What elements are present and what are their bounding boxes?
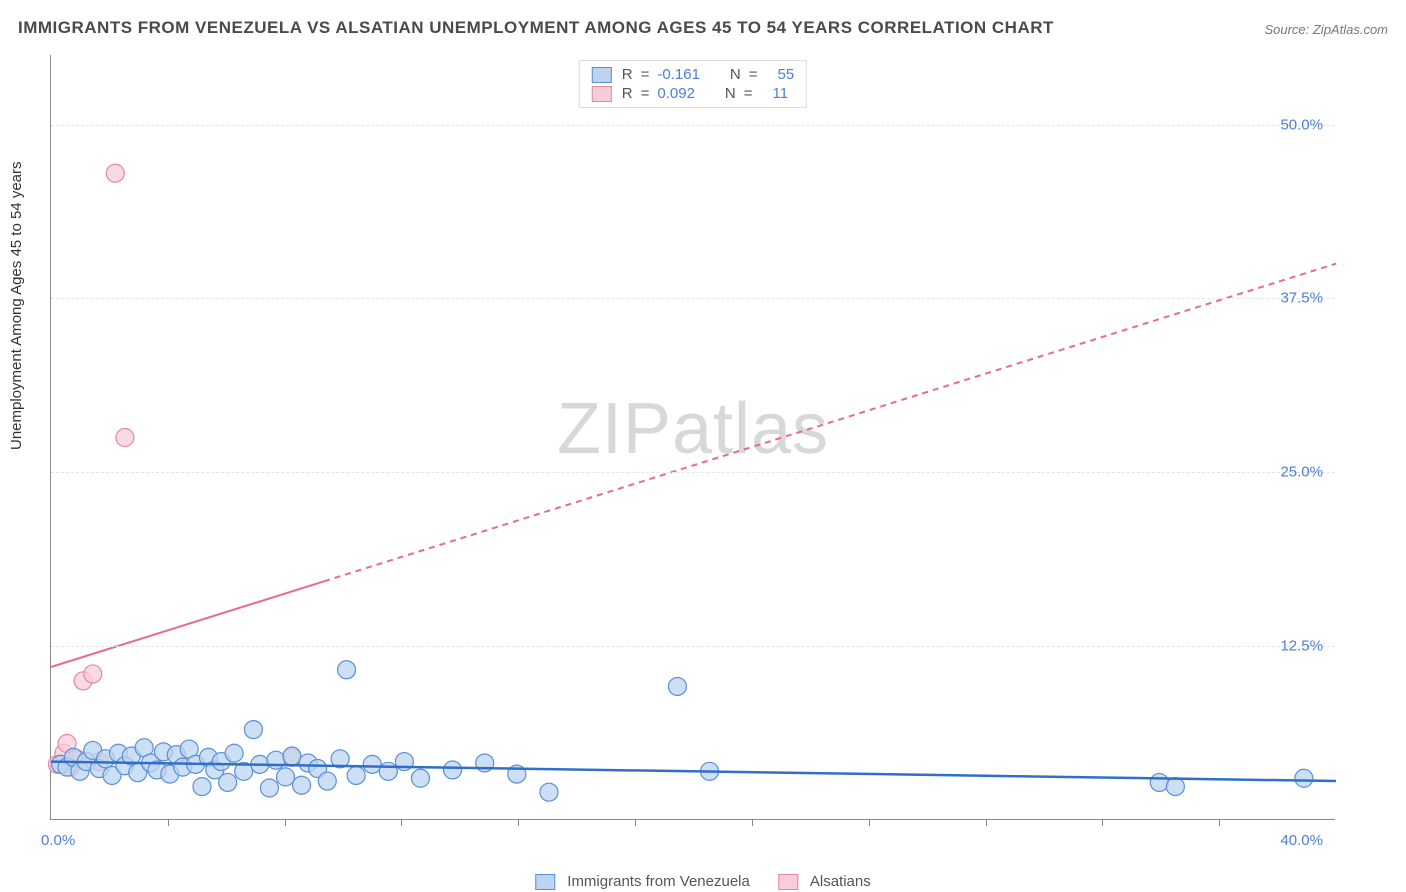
data-point: [540, 783, 558, 801]
y-tick-label: 50.0%: [1280, 116, 1323, 133]
legend-r-label: R: [622, 66, 633, 83]
data-point: [277, 768, 295, 786]
trend-line: [324, 264, 1336, 582]
x-tick: [635, 819, 636, 826]
legend-n-value: 11: [773, 85, 789, 102]
data-point: [347, 766, 365, 784]
x-axis-min-label: 0.0%: [41, 832, 75, 849]
data-point: [1150, 773, 1168, 791]
legend-n-value: 55: [778, 66, 795, 83]
x-tick: [1102, 819, 1103, 826]
data-point: [363, 755, 381, 773]
grid-line: [51, 472, 1335, 473]
data-point: [106, 164, 124, 182]
x-tick: [285, 819, 286, 826]
series-legend: Immigrants from Venezuela Alsatians: [535, 873, 870, 890]
legend-item: Immigrants from Venezuela: [535, 873, 750, 890]
correlation-legend: R=-0.161N=55R=0.092N=11: [579, 60, 807, 108]
legend-item: Alsatians: [778, 873, 871, 890]
trend-line: [51, 581, 324, 667]
data-point: [193, 778, 211, 796]
legend-eq: =: [641, 66, 650, 83]
x-tick: [869, 819, 870, 826]
data-point: [1166, 778, 1184, 796]
legend-eq: =: [749, 66, 758, 83]
data-point: [338, 661, 356, 679]
y-axis-label: Unemployment Among Ages 45 to 54 years: [8, 161, 25, 450]
x-tick: [401, 819, 402, 826]
x-tick: [518, 819, 519, 826]
data-point: [318, 772, 336, 790]
legend-label: Alsatians: [810, 873, 871, 890]
data-point: [116, 429, 134, 447]
data-point: [1295, 769, 1313, 787]
grid-line: [51, 298, 1335, 299]
x-tick: [168, 819, 169, 826]
legend-r-label: R: [622, 85, 633, 102]
data-point: [267, 751, 285, 769]
y-tick-label: 37.5%: [1280, 290, 1323, 307]
x-tick: [752, 819, 753, 826]
legend-eq: =: [744, 85, 753, 102]
chart-title: IMMIGRANTS FROM VENEZUELA VS ALSATIAN UN…: [18, 18, 1054, 38]
data-point: [668, 677, 686, 695]
legend-swatch: [592, 86, 612, 102]
data-point: [260, 779, 278, 797]
legend-label: Immigrants from Venezuela: [567, 873, 750, 890]
y-tick-label: 12.5%: [1280, 638, 1323, 655]
legend-swatch: [592, 67, 612, 83]
legend-row: R = 0.092 N = 11: [592, 84, 794, 103]
x-tick: [1219, 819, 1220, 826]
legend-n-label: N: [725, 85, 736, 102]
data-point: [293, 776, 311, 794]
data-point: [444, 761, 462, 779]
data-point: [219, 773, 237, 791]
data-point: [225, 744, 243, 762]
legend-swatch: [778, 874, 798, 890]
data-point: [379, 762, 397, 780]
data-point: [283, 747, 301, 765]
legend-eq: =: [641, 85, 650, 102]
data-point: [84, 665, 102, 683]
chart-svg: [51, 55, 1335, 819]
data-point: [244, 721, 262, 739]
legend-swatch: [535, 874, 555, 890]
legend-n-label: N: [730, 66, 741, 83]
y-tick-label: 25.0%: [1280, 464, 1323, 481]
x-tick: [986, 819, 987, 826]
x-axis-max-label: 40.0%: [1280, 832, 1323, 849]
legend-r-value: 0.092: [657, 85, 695, 102]
data-point: [411, 769, 429, 787]
chart-source: Source: ZipAtlas.com: [1264, 22, 1388, 37]
legend-row: R = -0.161 N = 55: [592, 65, 794, 84]
plot-area: ZIPatlas R=-0.161N=55R=0.092N=11 0.0% 40…: [50, 55, 1335, 820]
legend-r-value: -0.161: [657, 66, 700, 83]
grid-line: [51, 646, 1335, 647]
grid-line: [51, 125, 1335, 126]
